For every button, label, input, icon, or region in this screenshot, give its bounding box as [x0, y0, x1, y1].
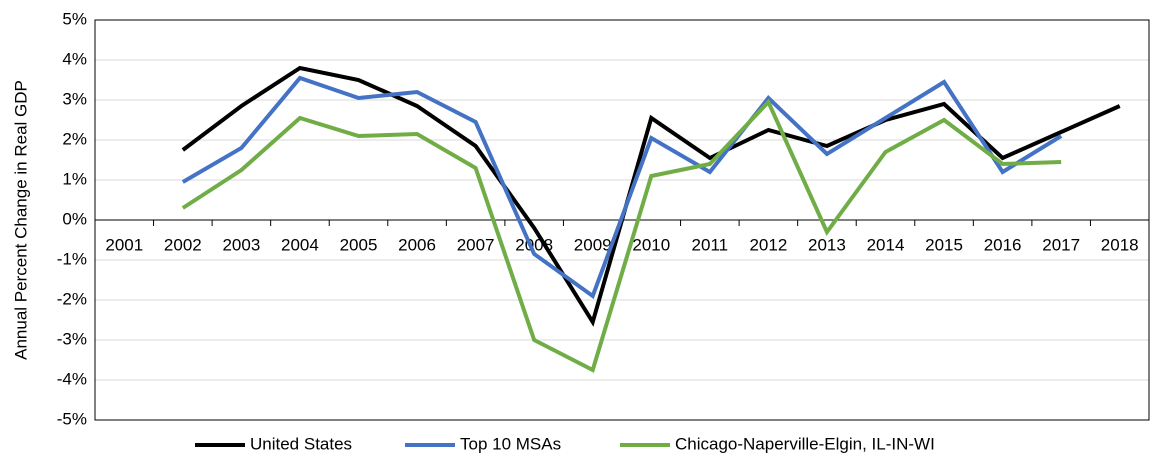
x-tick-label: 2018: [1101, 235, 1139, 254]
x-tick-label: 2007: [457, 235, 495, 254]
legend-label: Chicago-Naperville-Elgin, IL-IN-WI: [675, 434, 935, 453]
x-tick-label: 2016: [984, 235, 1022, 254]
x-tick-label: 2017: [1042, 235, 1080, 254]
x-tick-label: 2005: [340, 235, 378, 254]
legend-label: United States: [250, 434, 352, 453]
y-tick-label: 4%: [62, 49, 87, 68]
y-tick-label: 0%: [62, 209, 87, 228]
y-tick-label: -5%: [57, 409, 87, 428]
x-tick-label: 2010: [632, 235, 670, 254]
y-tick-label: -3%: [57, 329, 87, 348]
x-tick-label: 2006: [398, 235, 436, 254]
x-tick-label: 2009: [574, 235, 612, 254]
x-tick-label: 2002: [164, 235, 202, 254]
y-tick-label: 2%: [62, 129, 87, 148]
x-tick-label: 2004: [281, 235, 319, 254]
series-line: [181, 98, 1062, 373]
y-tick-label: 3%: [62, 89, 87, 108]
series-line: [181, 75, 1063, 300]
y-tick-label: -4%: [57, 369, 87, 388]
y-tick-label: 1%: [62, 169, 87, 188]
x-tick-label: 2001: [105, 235, 143, 254]
x-tick-label: 2003: [222, 235, 260, 254]
y-tick-label: -2%: [57, 289, 87, 308]
y-tick-label: 5%: [62, 9, 87, 28]
x-tick-label: 2014: [867, 235, 905, 254]
x-tick-label: 2011: [692, 235, 729, 254]
x-tick-label: 2012: [749, 235, 787, 254]
y-axis-label: Annual Percent Change in Real GDP: [11, 80, 30, 360]
y-tick-label: -1%: [57, 249, 87, 268]
series-line: [181, 65, 1121, 327]
legend-label: Top 10 MSAs: [460, 434, 561, 453]
x-tick-label: 2013: [808, 235, 846, 254]
x-tick-label: 2015: [925, 235, 963, 254]
